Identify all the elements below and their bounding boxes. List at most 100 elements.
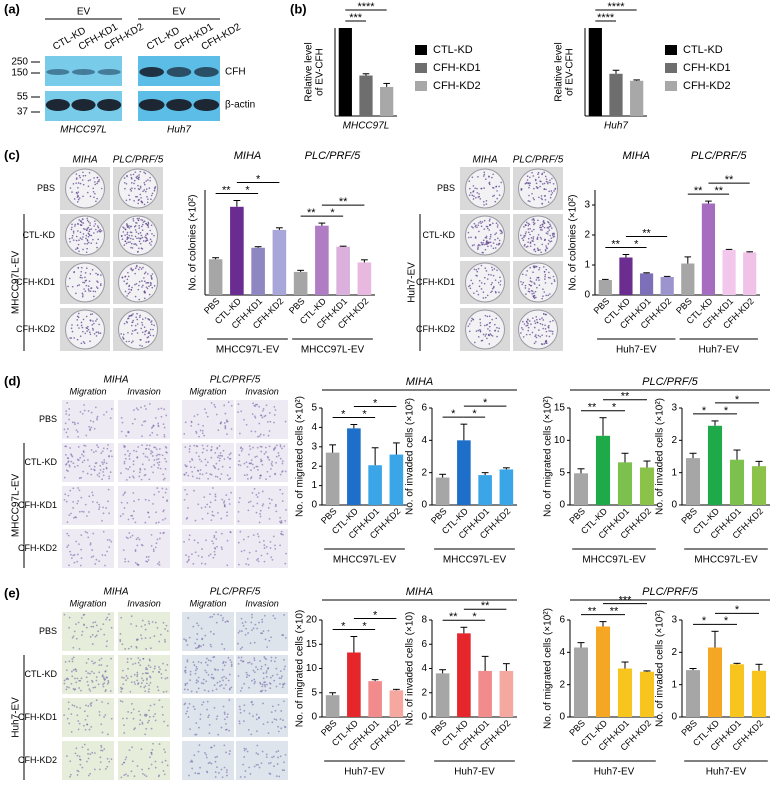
cell: [257, 535, 260, 538]
cell: [149, 681, 152, 684]
colony: [85, 251, 88, 254]
y-tick-label: 10: [554, 435, 566, 446]
colony: [80, 321, 83, 324]
cell: [245, 563, 248, 565]
cell: [149, 434, 152, 437]
cell: [128, 476, 131, 479]
cell: [165, 488, 168, 491]
colony: [81, 276, 83, 279]
cell: [154, 719, 157, 722]
cell: [142, 679, 145, 682]
cell: [272, 449, 275, 451]
cell: [247, 535, 250, 538]
cell: [150, 751, 153, 754]
cell: [277, 756, 279, 759]
colony: [145, 222, 147, 225]
cell: [83, 409, 86, 412]
colony: [548, 335, 551, 338]
cell: [161, 761, 164, 764]
colony: [525, 274, 527, 276]
cell: [127, 647, 130, 650]
cell: [262, 630, 265, 632]
colony: [91, 269, 94, 271]
colony: [86, 217, 89, 220]
cell: [105, 462, 108, 465]
colony: [474, 187, 476, 189]
colony: [527, 290, 530, 293]
colony: [533, 248, 536, 251]
cell: [270, 656, 273, 659]
colony: [535, 182, 538, 185]
colony: [524, 232, 527, 235]
cell: [188, 702, 191, 705]
cell: [243, 747, 246, 750]
colony: [82, 175, 85, 177]
colony: [145, 239, 148, 242]
microscopy-image: [236, 529, 288, 568]
colony: [483, 276, 486, 279]
cell: [198, 455, 200, 458]
cell: [123, 724, 125, 727]
colony: [475, 224, 477, 227]
cell: [201, 444, 204, 447]
microscopy-image: [62, 529, 114, 568]
cell: [91, 633, 94, 636]
cell: [255, 465, 258, 468]
cell: [137, 563, 140, 566]
cell: [259, 445, 262, 448]
colony: [480, 288, 483, 290]
cell: [160, 407, 163, 410]
bar: [617, 668, 633, 717]
cell: [221, 776, 224, 779]
cell: [132, 663, 134, 665]
cell: [77, 500, 80, 502]
colony: [527, 322, 529, 325]
colony: [133, 182, 135, 185]
cell: [204, 752, 206, 754]
colony: [528, 283, 531, 286]
group-label: Huh7-EV: [698, 345, 739, 356]
cell: [278, 775, 281, 778]
cell: [108, 546, 111, 549]
cell: [144, 498, 147, 501]
cell: [90, 704, 92, 707]
colony: [535, 336, 538, 339]
cell: [275, 667, 278, 670]
cell: [197, 676, 200, 679]
colony: [80, 274, 82, 277]
colony: [533, 320, 536, 322]
cell: [126, 450, 129, 452]
cell: [67, 534, 70, 537]
cell: [88, 688, 91, 691]
colony: [138, 247, 140, 250]
colony: [473, 244, 475, 246]
cell: [157, 689, 160, 692]
colony: [541, 229, 543, 231]
cell: [272, 535, 275, 538]
colony: [128, 194, 130, 197]
colony: [75, 235, 78, 238]
significance-label: *: [634, 238, 639, 250]
colony: [131, 178, 133, 180]
colony: [89, 195, 92, 198]
cell: [269, 540, 272, 543]
cell: [135, 538, 138, 541]
cell: [216, 681, 219, 684]
cell: [258, 435, 261, 437]
cell: [87, 774, 90, 777]
cell: [194, 672, 197, 675]
cell: [166, 663, 169, 666]
cell: [226, 420, 229, 423]
cell: [144, 628, 147, 631]
legend-swatch: [415, 63, 427, 73]
blot-band: [71, 69, 96, 75]
cell: [183, 688, 186, 691]
legend-label: CTL-KD: [433, 44, 473, 56]
colony: [544, 273, 547, 276]
cell: [265, 671, 268, 674]
cell: [95, 679, 98, 682]
colony: [490, 233, 492, 236]
cell: [284, 665, 286, 668]
colony: [475, 269, 478, 271]
cell: [139, 719, 142, 722]
